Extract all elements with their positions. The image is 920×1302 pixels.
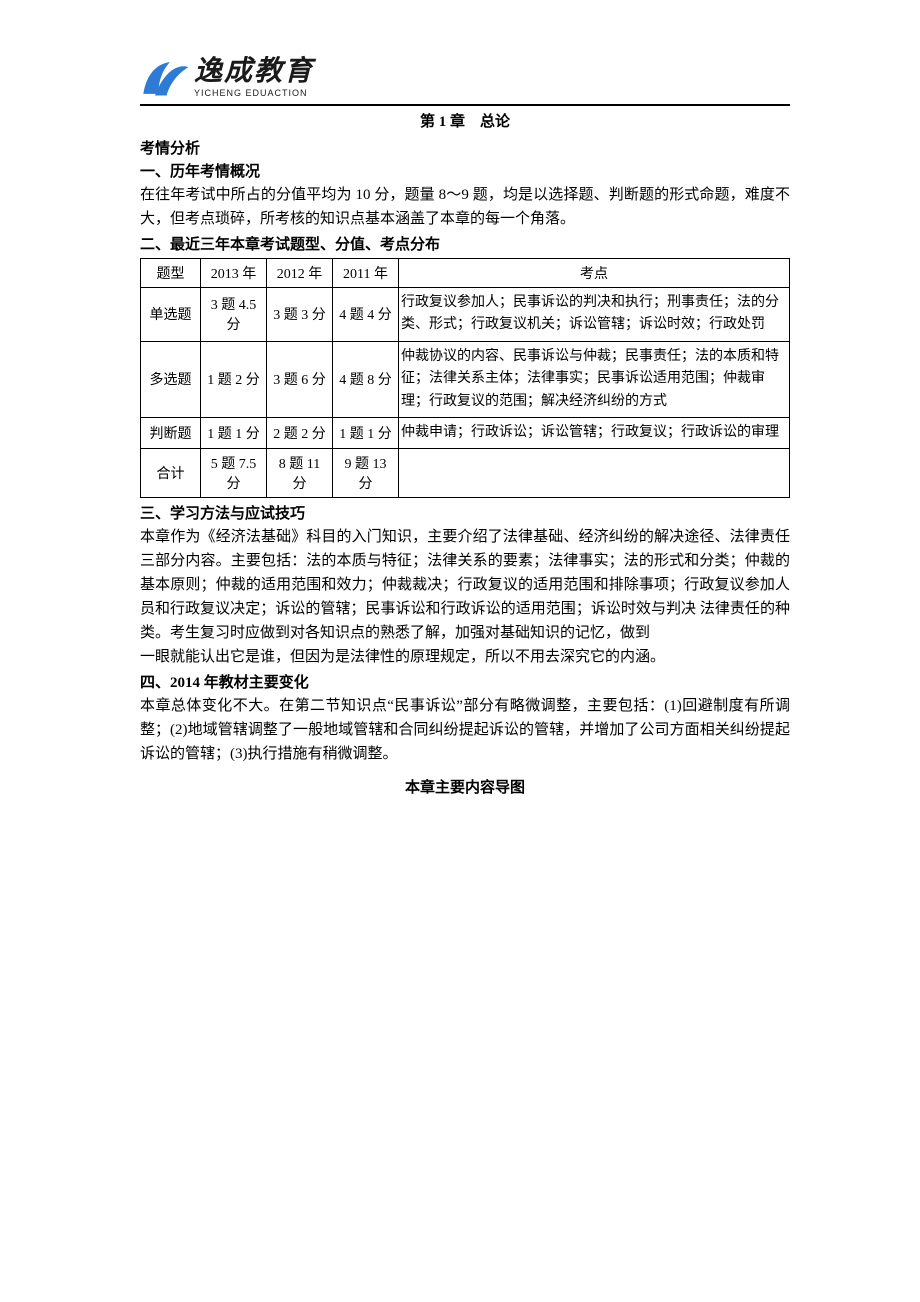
cell-2012: 3 题 3 分: [267, 288, 333, 342]
table-row: 单选题 3 题 4.5 分 3 题 3 分 4 题 4 分 行政复议参加人；民事…: [141, 288, 790, 342]
col-type: 题型: [141, 259, 201, 288]
logo: 逸成教育 YICHENG EDUACTION: [140, 56, 790, 100]
cell-type: 多选题: [141, 341, 201, 417]
logo-cn: 逸成教育: [194, 58, 314, 86]
cell-points: 仲裁协议的内容、民事诉讼与仲裁；民事责任；法的本质和特征；法律关系主体；法律事实…: [399, 341, 790, 417]
section-1-label: 一、历年考情概况: [140, 160, 790, 181]
cell-2012: 2 题 2 分: [267, 417, 333, 448]
col-2012: 2012 年: [267, 259, 333, 288]
cell-2011: 4 题 8 分: [333, 341, 399, 417]
cell-2011: 1 题 1 分: [333, 417, 399, 448]
table-row-total: 合计 5 题 7.5 分 8 题 11 分 9 题 13 分: [141, 449, 790, 498]
cell-type: 合计: [141, 449, 201, 498]
cell-type: 判断题: [141, 417, 201, 448]
table-header-row: 题型 2013 年 2012 年 2011 年 考点: [141, 259, 790, 288]
col-2013: 2013 年: [201, 259, 267, 288]
col-2011: 2011 年: [333, 259, 399, 288]
header-rule: [140, 104, 790, 106]
section-3-body-2: 一眼就能认出它是谁，但因为是法律性的原理规定，所以不用去深究它的内涵。: [140, 645, 790, 669]
cell-2013: 1 题 2 分: [201, 341, 267, 417]
cell-2011: 4 题 4 分: [333, 288, 399, 342]
section-4-label: 四、2014 年教材主要变化: [140, 671, 790, 692]
logo-icon: [140, 56, 190, 100]
section-1-body: 在往年考试中所占的分值平均为 10 分，题量 8～9 题，均是以选择题、判断题的…: [140, 183, 790, 231]
section-3-label: 三、学习方法与应试技巧: [140, 502, 790, 523]
cell-points: [399, 449, 790, 498]
chapter-title: 第 1 章 总论: [140, 110, 790, 131]
cell-points: 仲裁申请；行政诉讼；诉讼管辖；行政复议；行政诉讼的审理: [399, 417, 790, 448]
section-3-body-1: 本章作为《经济法基础》科目的入门知识，主要介绍了法律基础、经济纠纷的解决途径、法…: [140, 525, 790, 645]
table-row: 多选题 1 题 2 分 3 题 6 分 4 题 8 分 仲裁协议的内容、民事诉讼…: [141, 341, 790, 417]
col-points: 考点: [399, 259, 790, 288]
cell-2011: 9 题 13 分: [333, 449, 399, 498]
exam-table: 题型 2013 年 2012 年 2011 年 考点 单选题 3 题 4.5 分…: [140, 258, 790, 498]
cell-points: 行政复议参加人；民事诉讼的判决和执行；刑事责任；法的分类、形式；行政复议机关；诉…: [399, 288, 790, 342]
cell-2012: 8 题 11 分: [267, 449, 333, 498]
cell-2012: 3 题 6 分: [267, 341, 333, 417]
content-nav-title: 本章主要内容导图: [140, 776, 790, 797]
section-2-label: 二、最近三年本章考试题型、分值、考点分布: [140, 233, 790, 254]
table-row: 判断题 1 题 1 分 2 题 2 分 1 题 1 分 仲裁申请；行政诉讼；诉讼…: [141, 417, 790, 448]
cell-type: 单选题: [141, 288, 201, 342]
cell-2013: 5 题 7.5 分: [201, 449, 267, 498]
cell-2013: 1 题 1 分: [201, 417, 267, 448]
logo-text: 逸成教育 YICHENG EDUACTION: [194, 58, 314, 98]
section-4-body: 本章总体变化不大。在第二节知识点“民事诉讼”部分有略微调整，主要包括：(1)回避…: [140, 694, 790, 766]
kq-analysis-label: 考情分析: [140, 137, 790, 158]
logo-en: YICHENG EDUACTION: [194, 88, 314, 98]
cell-2013: 3 题 4.5 分: [201, 288, 267, 342]
